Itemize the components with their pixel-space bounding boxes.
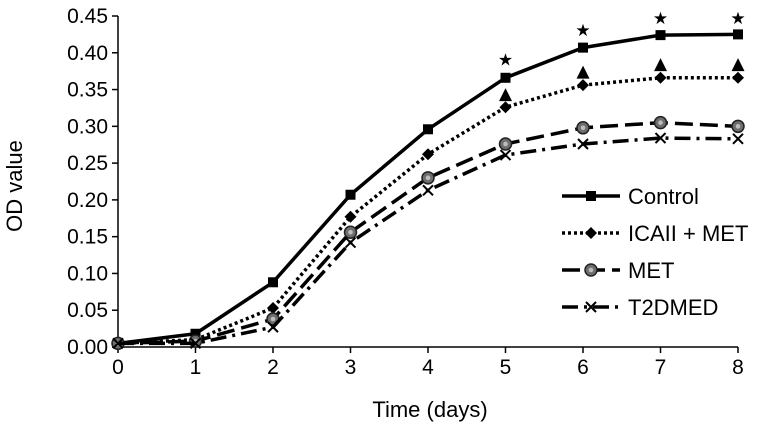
legend-label: MET	[628, 258, 674, 283]
significance-marker: ★	[653, 9, 668, 29]
legend-label: Control	[628, 184, 699, 209]
x-tick-label: 0	[112, 356, 124, 379]
legend-marker	[585, 227, 597, 239]
significance-marker: ★	[498, 50, 513, 70]
x-tick-label: 8	[732, 356, 744, 379]
data-point	[731, 119, 745, 134]
data-point	[343, 225, 358, 240]
data-point	[344, 236, 357, 249]
x-tick-label: 7	[655, 356, 667, 379]
data-point	[655, 30, 666, 41]
x-axis-title: Time (days)	[372, 397, 487, 422]
data-point	[733, 29, 743, 40]
significance-annotations: ★ ★ ★ ★ ▲ ▲ ▲ ▲	[498, 9, 746, 104]
legend: Control ICAII + MET MET T2DMED	[562, 184, 748, 320]
data-point	[112, 337, 124, 350]
x-tick-label: 3	[345, 356, 357, 379]
data-point	[578, 42, 588, 53]
series-layer	[111, 29, 745, 351]
legend-item: Control	[562, 184, 699, 209]
data-point	[500, 72, 511, 83]
y-tick-label: 0.40	[67, 42, 108, 65]
data-point	[498, 137, 513, 151]
y-tick-label: 0.05	[67, 299, 108, 322]
y-tick-label: 0.35	[67, 79, 108, 102]
data-point	[732, 71, 744, 84]
data-point	[576, 121, 590, 135]
significance-marker: ▲	[731, 54, 745, 74]
y-tick-label: 0.15	[67, 226, 108, 249]
data-point	[189, 337, 202, 350]
series-met	[111, 115, 745, 351]
data-point	[654, 71, 667, 84]
data-point	[267, 321, 279, 333]
tick-labels: 0.00 0.05 0.10 0.15 0.20 0.25 0.30 0.35 0.40 0.45…	[67, 5, 744, 379]
y-tick-label: 0.00	[67, 336, 108, 359]
data-point	[267, 302, 279, 315]
data-point	[499, 101, 512, 114]
x-tick-label: 1	[190, 356, 202, 379]
y-axis-title: OD value	[2, 140, 27, 232]
data-point	[188, 334, 203, 348]
series-t2dmed	[112, 132, 744, 350]
data-point	[422, 148, 434, 161]
data-point	[732, 133, 744, 145]
legend-marker	[585, 301, 597, 313]
significance-marker: ★	[730, 9, 745, 29]
data-point	[499, 149, 512, 161]
x-tick-label: 2	[267, 356, 279, 379]
y-tick-label: 0.25	[67, 152, 108, 175]
significance-marker: ▲	[654, 54, 668, 74]
x-tick-label: 4	[422, 356, 434, 379]
data-point	[577, 79, 589, 92]
data-point	[423, 124, 433, 135]
legend-item: T2DMED	[562, 295, 718, 320]
series-line	[117, 120, 739, 346]
significance-marker: ★	[575, 21, 590, 41]
y-tick-label: 0.30	[67, 115, 108, 138]
data-point	[421, 171, 435, 185]
legend-item: ICAII + MET	[562, 221, 748, 246]
data-point	[345, 189, 356, 200]
data-point	[577, 138, 589, 150]
x-tick-label: 6	[577, 356, 589, 379]
data-point	[344, 210, 357, 223]
significance-marker: ▲	[576, 61, 590, 81]
data-point	[268, 277, 278, 288]
data-point	[422, 184, 434, 197]
data-point	[654, 132, 667, 144]
y-tick-label: 0.45	[67, 5, 108, 28]
legend-item: MET	[562, 258, 674, 283]
legend-label: ICAII + MET	[628, 221, 748, 246]
x-tick-label: 5	[500, 356, 512, 379]
y-tick-label: 0.10	[67, 262, 108, 285]
data-point	[653, 115, 668, 130]
y-tick-label: 0.20	[67, 189, 108, 212]
legend-marker	[584, 263, 598, 277]
legend-marker	[586, 191, 596, 201]
legend-label: T2DMED	[628, 295, 718, 320]
significance-marker: ▲	[499, 84, 513, 104]
